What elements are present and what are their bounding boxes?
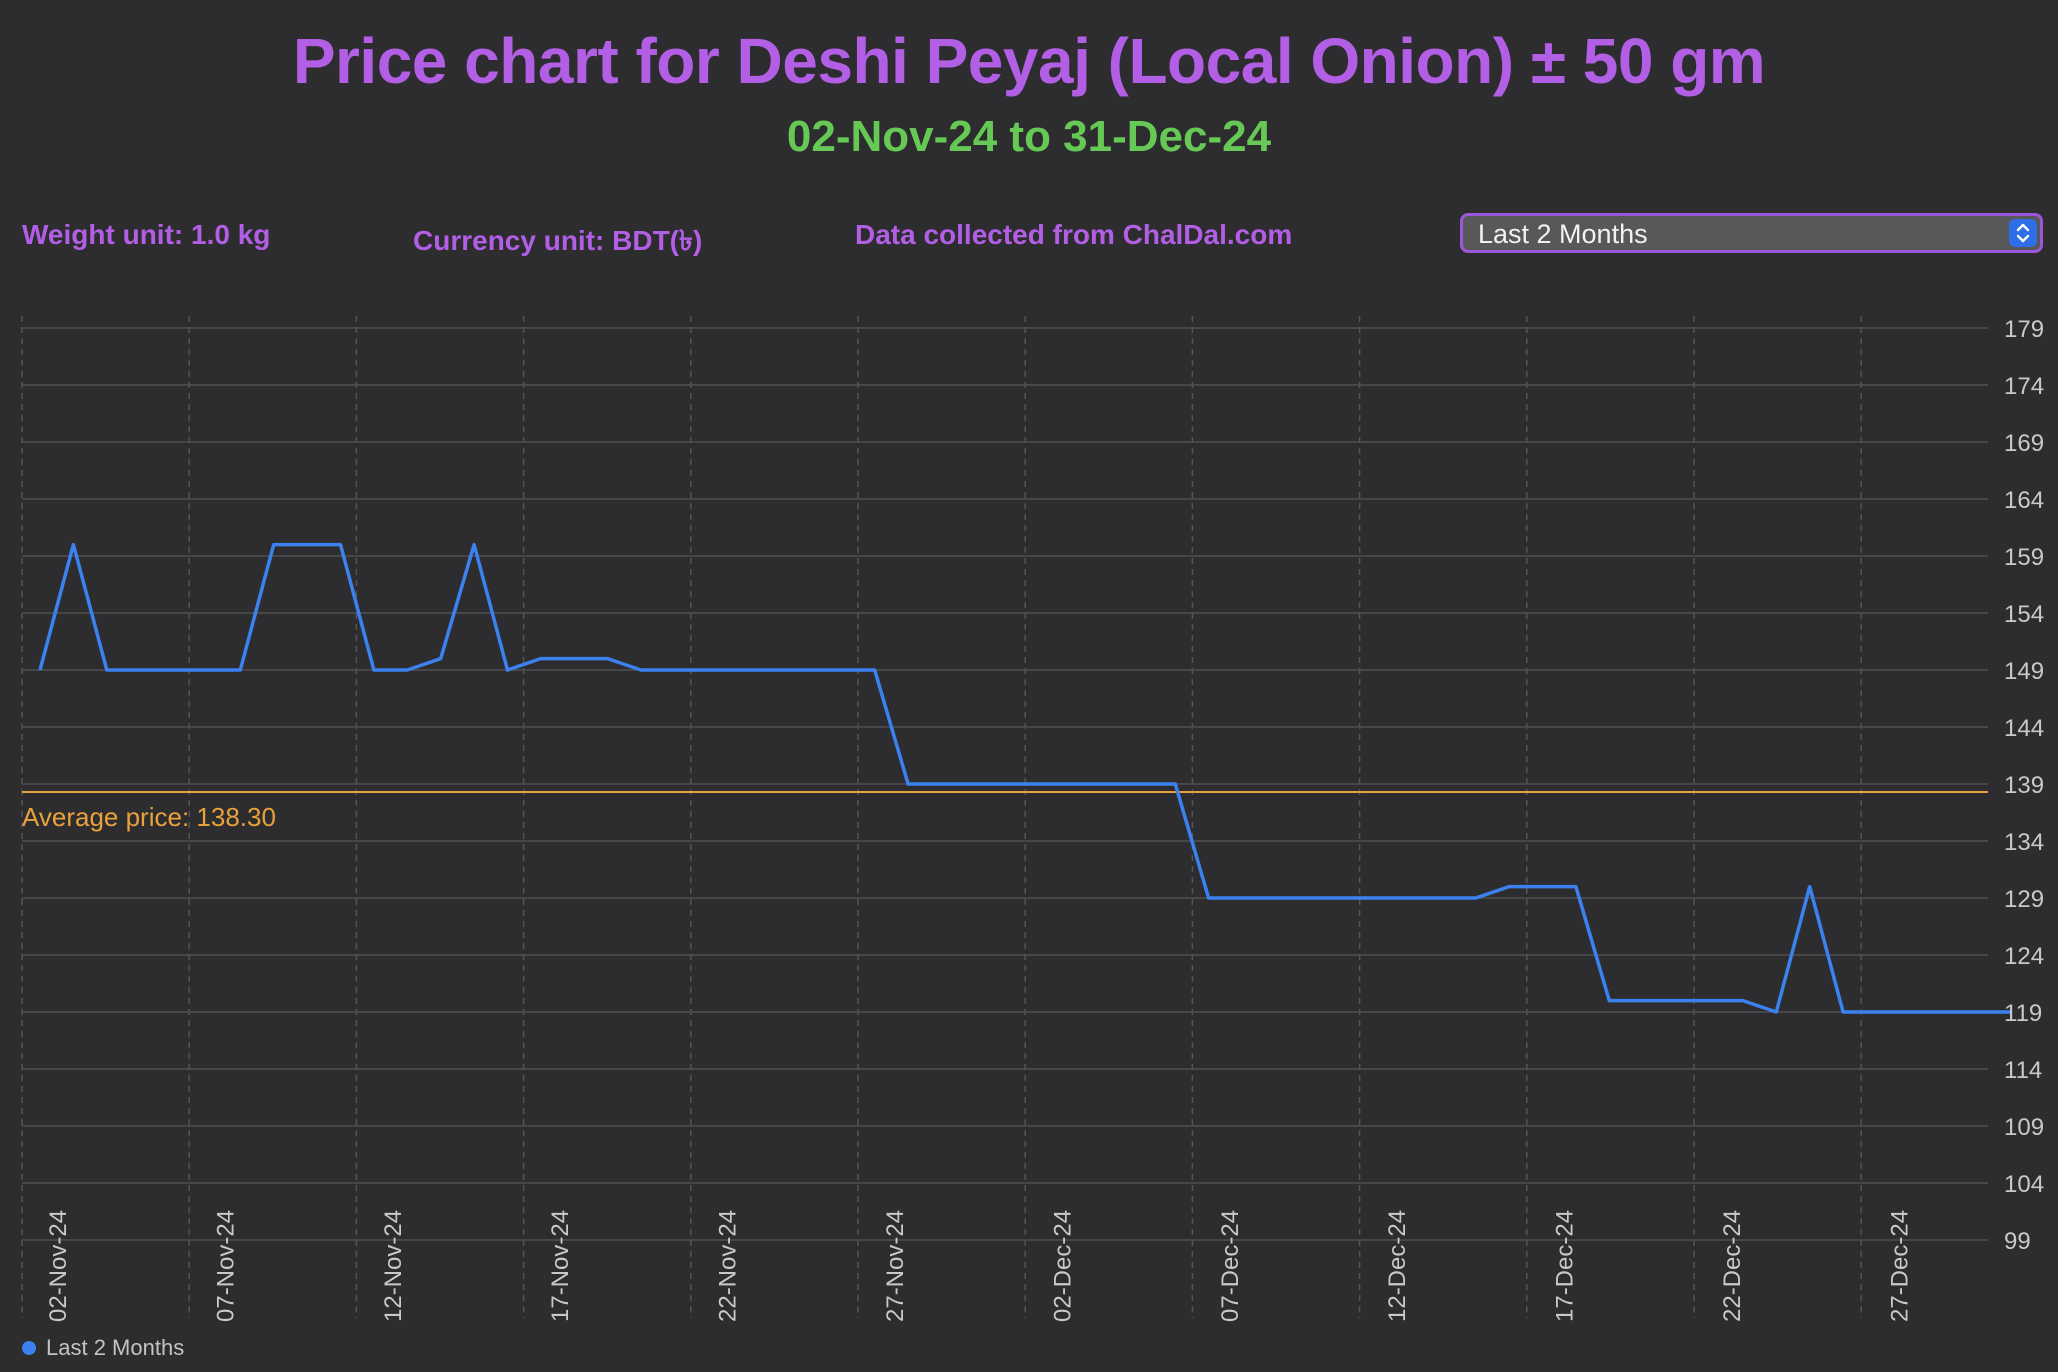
y-tick-label: 179	[2004, 316, 2044, 343]
vertical-grid	[21, 316, 1862, 1318]
data-source-label: Data collected from ChalDal.com	[855, 219, 1293, 250]
x-tick-label: 17-Dec-24	[1552, 1210, 1579, 1322]
x-axis-ticks: 02-Nov-24 07-Nov-24 12-Nov-24 17-Nov-24 22-N…	[45, 1210, 1913, 1322]
period-select-value: Last 2 Months	[1478, 219, 1648, 249]
y-tick-label: 139	[2004, 772, 2044, 799]
x-tick-label: 22-Nov-24	[715, 1210, 742, 1322]
average-price-group: Average price: 138.30	[22, 790, 1988, 832]
x-tick-label: 02-Nov-24	[45, 1210, 72, 1322]
legend-marker	[22, 1341, 36, 1355]
y-tick-label: 124	[2004, 943, 2044, 970]
y-tick-label: 159	[2004, 544, 2044, 571]
period-select[interactable]: Last 2 Months	[1460, 213, 2043, 253]
currency-unit-label: Currency unit: BDT(৳)	[413, 225, 703, 256]
x-tick-label: 17-Nov-24	[547, 1210, 574, 1322]
y-tick-label: 169	[2004, 430, 2044, 457]
horizontal-grid	[22, 327, 1988, 1241]
legend-label: Last 2 Months	[46, 1335, 185, 1360]
x-tick-label: 27-Dec-24	[1886, 1210, 1913, 1322]
weight-unit-label: Weight unit: 1.0 kg	[22, 219, 271, 250]
x-tick-label: 07-Dec-24	[1217, 1210, 1244, 1322]
x-tick-label: 12-Dec-24	[1384, 1210, 1411, 1322]
chevron-updown-icon[interactable]	[2009, 219, 2037, 247]
y-tick-label: 129	[2004, 886, 2044, 913]
x-tick-label: 02-Dec-24	[1049, 1210, 1076, 1322]
x-tick-label: 22-Dec-24	[1719, 1210, 1746, 1322]
series-group	[38, 542, 2010, 1014]
series-line	[38, 542, 2010, 1014]
x-tick-label: 27-Nov-24	[882, 1210, 909, 1322]
y-tick-label: 119	[2004, 1000, 2042, 1027]
price-chart: 179 174 169 164 159 154 149 144 139 134 129 124 119 1…	[21, 316, 2044, 1322]
y-tick-label: 114	[2004, 1057, 2042, 1084]
y-tick-label: 174	[2004, 373, 2044, 400]
chart-title: Price chart for Deshi Peyaj (Local Onion…	[292, 25, 1766, 97]
x-tick-label: 12-Nov-24	[380, 1210, 407, 1322]
legend: Last 2 Months	[22, 1335, 185, 1360]
y-tick-label: 109	[2004, 1114, 2044, 1141]
y-tick-label: 99	[2004, 1228, 2031, 1255]
y-tick-label: 134	[2004, 829, 2044, 856]
y-tick-label: 164	[2004, 487, 2044, 514]
y-tick-label: 149	[2004, 658, 2044, 685]
y-tick-label: 104	[2004, 1171, 2044, 1198]
y-tick-label: 154	[2004, 601, 2044, 628]
average-label: Average price: 138.30	[22, 802, 276, 832]
chart-subtitle: 02-Nov-24 to 31-Dec-24	[786, 112, 1272, 161]
x-tick-label: 07-Nov-24	[212, 1210, 239, 1322]
y-tick-label: 144	[2004, 715, 2044, 742]
y-axis-ticks: 179 174 169 164 159 154 149 144 139 134 129 124 119 1…	[2004, 316, 2044, 1255]
